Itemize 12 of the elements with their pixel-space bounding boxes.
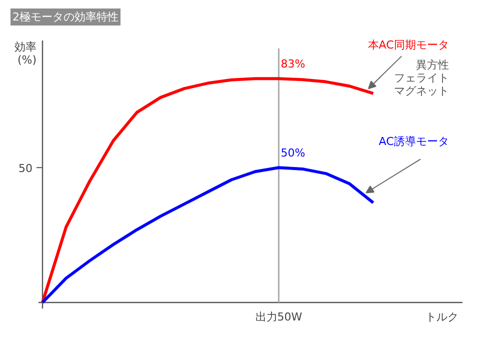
y-axis-title: 効率 (%) — [14, 40, 37, 66]
annotation: 50 — [18, 162, 33, 176]
text: マグネット — [394, 84, 449, 98]
text: フェライト — [394, 71, 449, 84]
text: AC誘導モータ — [378, 134, 449, 148]
text: 本AC同期モータ — [368, 38, 449, 52]
data-label: 83% — [280, 58, 306, 71]
x-axis-title: トルク — [426, 310, 458, 324]
text: 出力50W — [255, 310, 302, 324]
chart-title: 2極モータの効率特性 — [12, 10, 118, 24]
data-label: 50% — [280, 146, 306, 160]
text: 異方性 — [416, 58, 449, 72]
